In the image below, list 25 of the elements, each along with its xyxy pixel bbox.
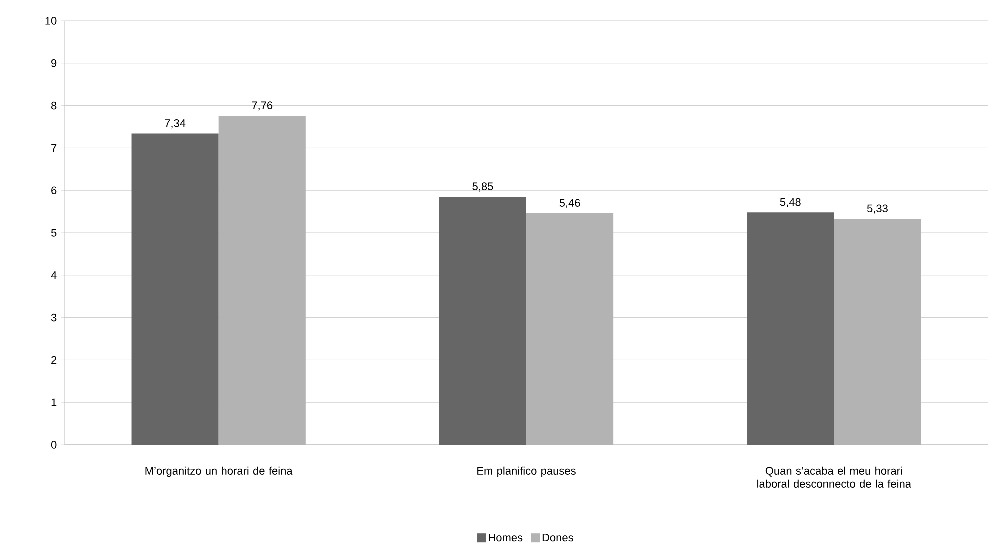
data-label: 5,46 xyxy=(560,199,580,208)
y-tick-label: 8 xyxy=(52,102,57,110)
bar xyxy=(132,134,219,445)
legend-label: Dones xyxy=(542,534,574,542)
bar xyxy=(747,212,834,445)
bar xyxy=(439,196,527,445)
data-label: 7,34 xyxy=(165,119,186,129)
x-tick-label: Em planifico pauses xyxy=(478,466,576,478)
x-tick-label: Quan s’acaba el meu horari laboral desconnecto de la feina xyxy=(758,466,912,488)
data-label: 5,48 xyxy=(780,198,801,208)
y-tick-label: 10 xyxy=(46,17,57,25)
y-tick-label: 3 xyxy=(51,314,57,322)
data-label: 5,33 xyxy=(867,204,888,214)
y-tick-label: 1 xyxy=(52,398,57,406)
y-tick-label: 9 xyxy=(52,59,57,68)
y-tick-label: 4 xyxy=(51,272,57,280)
y-tick-label: 0 xyxy=(51,441,57,449)
y-tick-label: 5 xyxy=(51,229,57,237)
y-tick-label: 6 xyxy=(52,186,57,194)
x-tick-label: M’organitzo un horari de feina xyxy=(146,466,293,478)
data-label: 7,76 xyxy=(252,102,273,111)
legend-label: Homes xyxy=(489,534,523,542)
y-tick-label: 2 xyxy=(52,356,57,364)
data-label: 5,85 xyxy=(472,182,494,192)
y-tick-label: 7 xyxy=(52,144,57,152)
